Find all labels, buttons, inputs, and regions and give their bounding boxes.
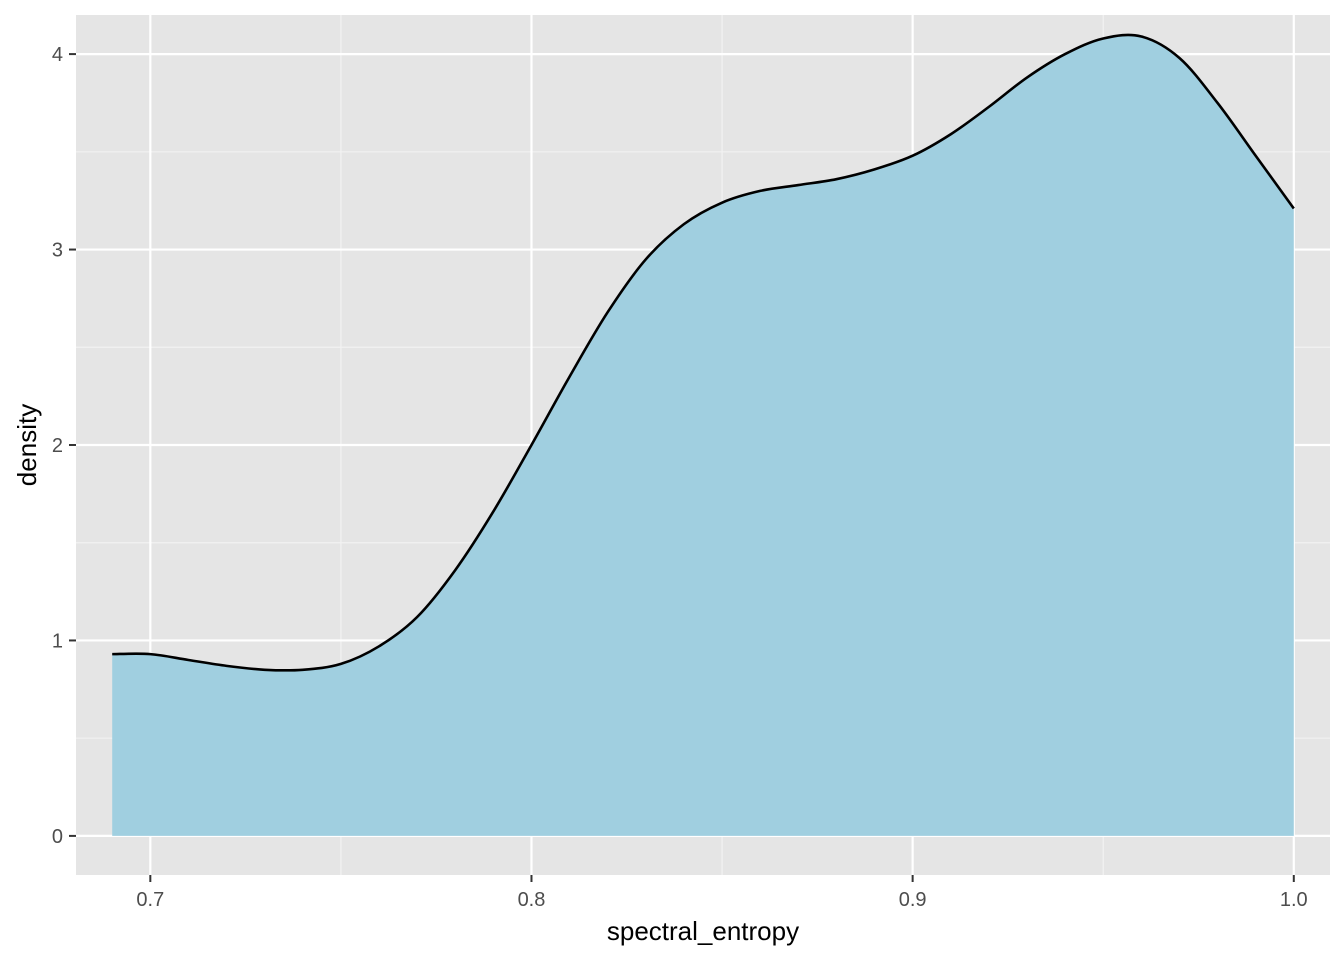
x-axis-title: spectral_entropy bbox=[607, 916, 799, 946]
x-axis: 0.7 0.8 0.9 1.0 bbox=[136, 875, 1308, 911]
x-tick-label: 1.0 bbox=[1280, 889, 1308, 911]
density-area bbox=[112, 34, 1294, 836]
y-axis: 0 1 2 3 4 bbox=[52, 44, 76, 848]
y-tick-label: 0 bbox=[52, 826, 63, 848]
y-tick-label: 4 bbox=[52, 44, 63, 66]
y-tick-label: 1 bbox=[52, 630, 63, 652]
y-tick-label: 3 bbox=[52, 240, 63, 262]
y-axis-title: density bbox=[12, 404, 42, 486]
x-tick-label: 0.7 bbox=[136, 889, 164, 911]
x-tick-label: 0.9 bbox=[899, 889, 927, 911]
y-tick-label: 2 bbox=[52, 435, 63, 457]
density-line bbox=[112, 33, 1295, 672]
x-tick-label: 0.8 bbox=[518, 889, 546, 911]
